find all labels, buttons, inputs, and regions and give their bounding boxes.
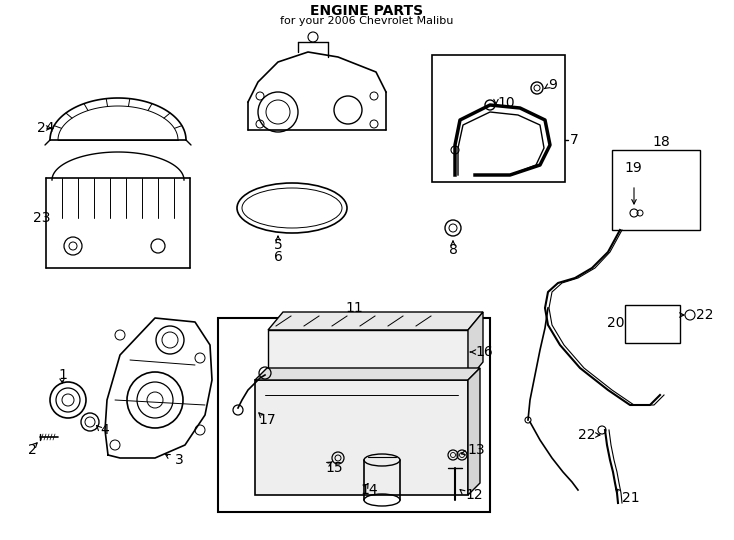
Text: 14: 14	[360, 483, 377, 497]
Text: ENGINE PARTS: ENGINE PARTS	[310, 4, 424, 18]
Polygon shape	[255, 380, 468, 495]
Text: 8: 8	[448, 243, 457, 257]
Text: 4: 4	[100, 423, 109, 437]
Text: 17: 17	[258, 413, 276, 427]
Text: 13: 13	[467, 443, 484, 457]
Text: 21: 21	[622, 491, 639, 505]
Bar	[612, 150, 700, 230]
Bar	[625, 305, 680, 343]
Text: 10: 10	[497, 96, 515, 110]
Text: 18: 18	[652, 135, 670, 149]
Text: 16: 16	[475, 345, 493, 359]
Polygon shape	[468, 368, 480, 495]
Polygon shape	[268, 330, 468, 380]
Text: 15: 15	[325, 461, 343, 475]
Text: 12: 12	[465, 488, 483, 502]
Text: 20: 20	[607, 316, 625, 330]
Polygon shape	[268, 312, 483, 330]
Text: 11: 11	[345, 301, 363, 315]
Bar	[432, 55, 565, 182]
Bar	[218, 318, 490, 512]
Text: for your 2006 Chevrolet Malibu: for your 2006 Chevrolet Malibu	[280, 16, 454, 26]
Text: 3: 3	[175, 453, 184, 467]
Text: 9: 9	[548, 78, 557, 92]
Polygon shape	[468, 312, 483, 380]
Text: 6: 6	[274, 250, 283, 264]
Text: 7: 7	[570, 133, 578, 147]
Text: 19: 19	[624, 161, 642, 175]
Text: 23: 23	[33, 211, 51, 225]
Text: 2: 2	[28, 443, 37, 457]
Text: 24: 24	[37, 121, 54, 135]
Text: 22: 22	[696, 308, 713, 322]
Text: 22: 22	[578, 428, 595, 442]
Polygon shape	[255, 368, 480, 380]
Text: 1: 1	[58, 368, 67, 382]
Text: 5: 5	[274, 238, 283, 252]
